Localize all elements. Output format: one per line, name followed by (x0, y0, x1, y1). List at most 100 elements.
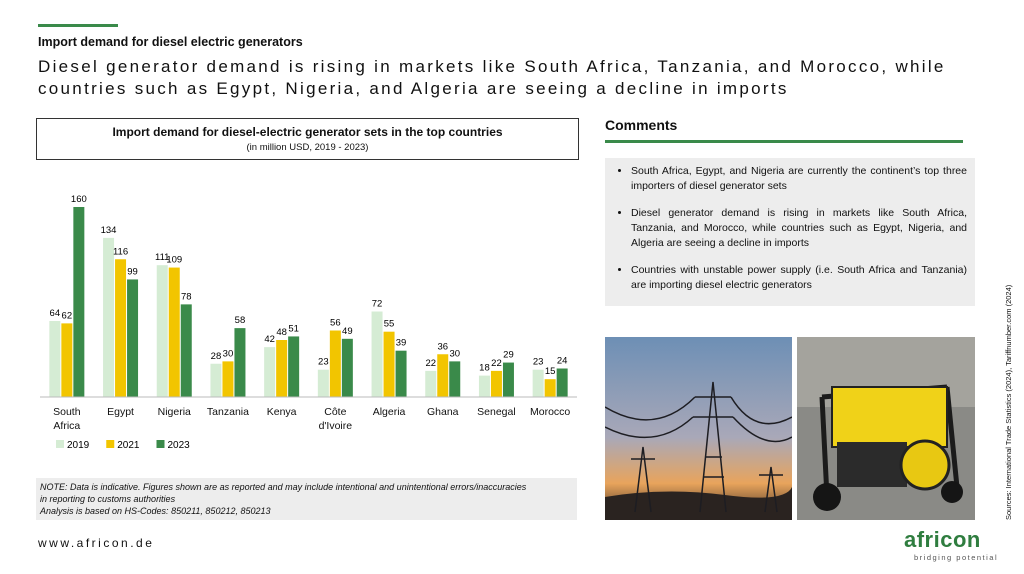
bar (288, 336, 300, 397)
note-line: Analysis is based on HS-Codes: 850211, 8… (40, 506, 271, 516)
legend-swatch (156, 440, 165, 448)
bar (210, 363, 222, 397)
value-label: 22 (491, 358, 502, 369)
value-label: 64 (50, 308, 61, 319)
x-tick-label: Ghana (426, 406, 459, 418)
bar (103, 237, 115, 397)
x-axis-labels: South Africa Egypt Nigeria Tanzania Kenya Côt… (36, 405, 578, 435)
bar (127, 279, 139, 397)
legend-label: 2021 (117, 440, 140, 451)
value-label: 24 (557, 356, 568, 367)
comment: Countries with unstable power supply (i.… (631, 263, 967, 293)
x-tick-label: Côte d'Ivoire (318, 406, 353, 432)
value-label: 39 (396, 338, 407, 349)
comments-rule (605, 140, 963, 143)
value-label: 30 (449, 348, 460, 359)
x-tick-label: Morocco (530, 406, 571, 418)
comment: Diesel generator demand is rising in mar… (631, 206, 967, 251)
value-label: 18 (479, 363, 490, 374)
bar (264, 347, 276, 397)
bar (490, 370, 502, 397)
bar (61, 323, 73, 397)
note-box: NOTE: Data is indicative. Figures shown … (36, 478, 577, 520)
x-tick-label: Egypt (107, 406, 134, 418)
value-label: 99 (127, 266, 138, 277)
value-label: 51 (288, 323, 299, 334)
value-label: 160 (71, 194, 87, 205)
photo-generator (797, 337, 975, 520)
comment: South Africa, Egypt, and Nigeria are cur… (631, 164, 967, 194)
sources: Sources: International Trade Statistics … (1004, 284, 1013, 520)
bar (73, 207, 85, 397)
bar (222, 361, 234, 397)
value-label: 55 (384, 319, 395, 330)
x-tick-label: Nigeria (157, 406, 191, 418)
value-label: 111 (155, 252, 169, 263)
logo: africon (904, 527, 981, 552)
photo-power-lines (605, 337, 792, 520)
bar (168, 267, 180, 397)
bar (115, 259, 127, 397)
bar (425, 370, 437, 397)
bar (371, 311, 383, 397)
x-tick-label: Algeria (372, 406, 406, 418)
value-label: 56 (330, 318, 341, 329)
bar (544, 379, 556, 397)
value-label: 109 (166, 255, 182, 266)
bar (437, 354, 449, 397)
value-label: 134 (101, 225, 117, 236)
legend-label: 2023 (168, 440, 191, 451)
bar (156, 265, 168, 397)
kicker: Import demand for diesel electric genera… (38, 35, 303, 49)
chart-title-box: Import demand for diesel-electric genera… (36, 118, 579, 160)
x-tick-label: Kenya (266, 406, 297, 418)
bar (234, 328, 246, 397)
bar (478, 375, 490, 397)
bar (532, 369, 544, 397)
comments-list: South Africa, Egypt, and Nigeria are cur… (611, 164, 967, 293)
chart-title: Import demand for diesel-electric genera… (112, 125, 503, 139)
bar (341, 338, 353, 397)
comments-title: Comments (605, 117, 678, 133)
bar (276, 340, 288, 397)
bar (502, 362, 514, 397)
logo-tagline: bridging potential (914, 553, 999, 562)
x-tick-label: South Africa (53, 406, 81, 432)
bar (49, 321, 61, 397)
value-label: 23 (533, 357, 544, 368)
bar (449, 361, 461, 397)
bar (317, 369, 329, 397)
headline: Diesel generator demand is rising in mar… (38, 57, 946, 98)
bar (395, 350, 407, 397)
website: www.africon.de (38, 536, 155, 550)
legend-label: 2019 (67, 440, 90, 451)
x-tick-label: Senegal (477, 406, 516, 418)
value-label: 49 (342, 326, 353, 337)
value-label: 62 (62, 310, 73, 321)
value-label: 36 (437, 341, 448, 352)
value-label: 22 (425, 358, 436, 369)
value-label: 23 (318, 357, 329, 368)
value-label: 78 (181, 291, 192, 302)
bar (556, 368, 568, 397)
value-label: 58 (235, 315, 246, 326)
legend-swatch (56, 440, 64, 448)
value-label: 15 (545, 366, 556, 377)
value-label: 116 (113, 246, 128, 257)
bar (329, 330, 341, 397)
comments-box: South Africa, Egypt, and Nigeria are cur… (605, 158, 975, 306)
bar (383, 331, 395, 397)
value-label: 29 (503, 350, 514, 361)
value-label: 30 (223, 348, 234, 359)
accent-bar (38, 24, 118, 27)
value-label: 28 (211, 351, 222, 362)
x-tick-label: Tanzania (206, 406, 249, 418)
value-label: 48 (276, 327, 287, 338)
chart-subtitle: (in million USD, 2019 - 2023) (246, 142, 369, 153)
value-label: 42 (264, 334, 275, 345)
legend-swatch (106, 440, 115, 448)
bar (180, 304, 192, 397)
value-label: 72 (372, 299, 383, 310)
